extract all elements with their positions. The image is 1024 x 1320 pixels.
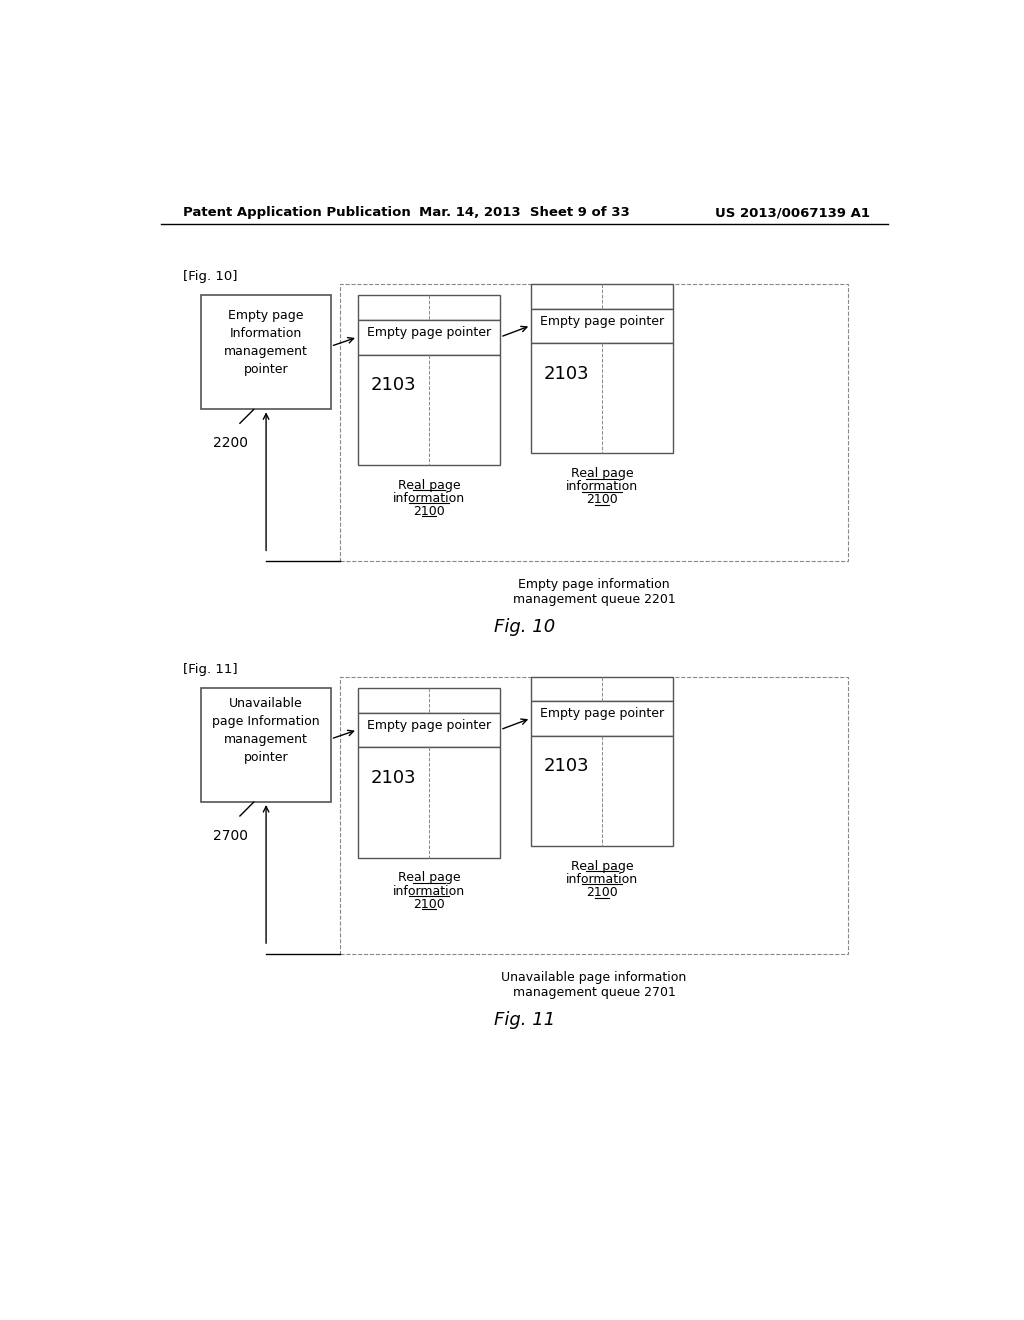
Bar xyxy=(357,688,500,713)
Text: Real page: Real page xyxy=(570,467,634,480)
Bar xyxy=(357,321,500,355)
Text: Empty page pointer: Empty page pointer xyxy=(540,314,665,327)
Text: [Fig. 11]: [Fig. 11] xyxy=(183,663,238,676)
Text: 2100: 2100 xyxy=(413,898,444,911)
Bar xyxy=(340,284,848,561)
Text: Real page: Real page xyxy=(397,871,460,884)
Text: 2103: 2103 xyxy=(544,364,589,383)
Text: information: information xyxy=(566,480,638,494)
Text: Unavailable
page Information
management
pointer: Unavailable page Information management … xyxy=(212,697,319,764)
Text: [Fig. 10]: [Fig. 10] xyxy=(183,271,238,282)
Bar xyxy=(357,713,500,747)
Text: US 2013/0067139 A1: US 2013/0067139 A1 xyxy=(715,206,869,219)
Text: Fig. 11: Fig. 11 xyxy=(495,1011,555,1028)
Bar xyxy=(531,737,674,846)
Bar xyxy=(531,701,674,737)
Text: 2100: 2100 xyxy=(587,886,618,899)
Text: Fig. 10: Fig. 10 xyxy=(495,618,555,636)
Bar xyxy=(357,296,500,321)
Text: Empty page information
management queue 2201: Empty page information management queue … xyxy=(513,578,676,606)
Text: Patent Application Publication: Patent Application Publication xyxy=(183,206,411,219)
Text: information: information xyxy=(393,884,465,898)
Text: Mar. 14, 2013  Sheet 9 of 33: Mar. 14, 2013 Sheet 9 of 33 xyxy=(420,206,630,219)
Text: 2200: 2200 xyxy=(213,437,248,450)
Bar xyxy=(357,355,500,465)
Text: 2103: 2103 xyxy=(371,376,416,395)
Bar xyxy=(531,284,674,309)
Text: Empty page pointer: Empty page pointer xyxy=(540,708,665,721)
Bar xyxy=(357,747,500,858)
Text: Real page: Real page xyxy=(397,479,460,492)
Bar xyxy=(531,677,674,701)
Text: Real page: Real page xyxy=(570,859,634,873)
Text: information: information xyxy=(566,873,638,886)
Text: Empty page pointer: Empty page pointer xyxy=(367,326,490,339)
Text: Empty page pointer: Empty page pointer xyxy=(367,719,490,733)
Text: 2100: 2100 xyxy=(413,506,444,517)
Bar xyxy=(202,296,331,409)
Bar xyxy=(340,677,848,954)
Text: information: information xyxy=(393,492,465,504)
Bar xyxy=(202,688,331,803)
Bar xyxy=(531,343,674,453)
Bar xyxy=(531,309,674,343)
Text: 2100: 2100 xyxy=(587,494,618,507)
Text: Empty page
Information
management
pointer: Empty page Information management pointe… xyxy=(224,309,308,376)
Text: 2103: 2103 xyxy=(544,758,589,775)
Text: Unavailable page information
management queue 2701: Unavailable page information management … xyxy=(502,970,687,999)
Text: 2700: 2700 xyxy=(213,829,248,843)
Text: 2103: 2103 xyxy=(371,770,416,787)
